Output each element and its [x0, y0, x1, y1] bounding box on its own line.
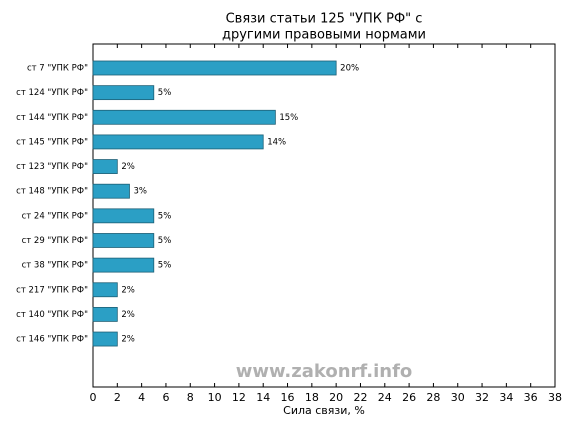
value-label: 20% [340, 64, 359, 74]
x-tick-label: 4 [138, 391, 145, 404]
x-tick-label: 28 [426, 391, 440, 404]
y-tick-label: ст 7 "УПК РФ" [27, 64, 88, 74]
bar [92, 331, 118, 347]
bar [92, 233, 155, 248]
bar [92, 306, 118, 322]
value-label: 2% [121, 310, 135, 320]
x-axis-label: Сила связи, % [283, 404, 365, 417]
bar [92, 134, 264, 150]
value-label: 5% [158, 211, 172, 221]
x-tick-label: 12 [232, 391, 246, 404]
bar [92, 159, 118, 174]
x-tick-label: 20 [329, 391, 343, 404]
y-tick-label: ст 145 "УПК РФ" [16, 137, 88, 147]
y-tick-label: ст 148 "УПК РФ" [16, 187, 88, 197]
value-label: 2% [121, 285, 135, 295]
x-tick-label: 0 [90, 391, 97, 404]
x-tick-label: 10 [208, 391, 222, 404]
x-tick-label: 14 [256, 391, 270, 404]
bar [92, 109, 276, 125]
y-tick-label: ст 24 "УПК РФ" [22, 211, 89, 221]
x-tick-label: 18 [305, 391, 319, 404]
value-label: 5% [158, 88, 172, 98]
y-tick-label: ст 123 "УПК РФ" [16, 162, 88, 172]
x-tick-label: 6 [162, 391, 169, 404]
y-tick-label: ст 146 "УПК РФ" [16, 335, 88, 345]
bar [92, 257, 155, 273]
value-label: 5% [158, 261, 172, 271]
x-tick-label: 8 [187, 391, 194, 404]
bar [92, 183, 130, 199]
chart-title: Связи статьи 125 "УПК РФ" с [226, 12, 423, 27]
bar [92, 85, 155, 101]
value-label: 5% [158, 236, 172, 246]
value-label: 2% [121, 162, 135, 172]
chart-title: другими правовыми нормами [222, 28, 426, 43]
x-tick-label: 30 [451, 391, 465, 404]
y-tick-label: ст 144 "УПК РФ" [16, 113, 88, 123]
x-tick-label: 16 [281, 391, 295, 404]
y-tick-label: ст 38 "УПК РФ" [22, 261, 89, 271]
x-tick-label: 32 [475, 391, 489, 404]
value-label: 3% [133, 187, 147, 197]
value-label: 14% [267, 137, 286, 147]
y-tick-label: ст 124 "УПК РФ" [16, 88, 88, 98]
value-label: 2% [121, 335, 135, 345]
x-tick-label: 22 [353, 391, 367, 404]
x-tick-label: 38 [548, 391, 562, 404]
y-tick-label: ст 140 "УПК РФ" [16, 310, 88, 320]
y-tick-label: ст 217 "УПК РФ" [16, 285, 88, 295]
x-tick-label: 24 [378, 391, 392, 404]
x-tick-label: 2 [114, 391, 121, 404]
bar [92, 60, 337, 76]
bar [92, 282, 118, 298]
value-label: 15% [279, 113, 298, 123]
x-tick-label: 36 [524, 391, 538, 404]
watermark: www.zakonrf.info [236, 361, 413, 382]
y-tick-label: ст 29 "УПК РФ" [22, 236, 89, 246]
bar [92, 208, 155, 224]
x-tick-label: 26 [402, 391, 416, 404]
x-tick-label: 34 [499, 391, 513, 404]
